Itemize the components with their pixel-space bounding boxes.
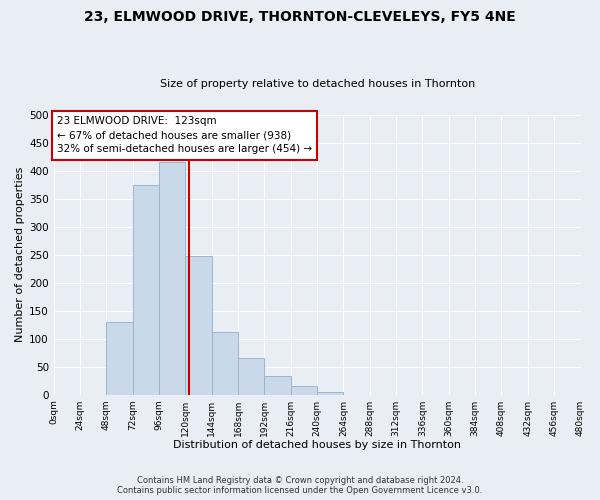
Text: 23 ELMWOOD DRIVE:  123sqm
← 67% of detached houses are smaller (938)
32% of semi: 23 ELMWOOD DRIVE: 123sqm ← 67% of detach… — [57, 116, 312, 154]
Bar — [212, 332, 238, 394]
Y-axis label: Number of detached properties: Number of detached properties — [15, 167, 25, 342]
Text: Contains HM Land Registry data © Crown copyright and database right 2024.
Contai: Contains HM Land Registry data © Crown c… — [118, 476, 482, 495]
Bar — [291, 386, 317, 394]
Bar — [317, 392, 343, 394]
Bar — [265, 376, 291, 394]
X-axis label: Distribution of detached houses by size in Thornton: Distribution of detached houses by size … — [173, 440, 461, 450]
Bar — [106, 322, 133, 394]
Title: Size of property relative to detached houses in Thornton: Size of property relative to detached ho… — [160, 79, 475, 89]
Bar — [185, 256, 212, 394]
Bar — [159, 162, 185, 394]
Text: 23, ELMWOOD DRIVE, THORNTON-CLEVELEYS, FY5 4NE: 23, ELMWOOD DRIVE, THORNTON-CLEVELEYS, F… — [84, 10, 516, 24]
Bar — [238, 358, 265, 395]
Bar — [133, 184, 159, 394]
